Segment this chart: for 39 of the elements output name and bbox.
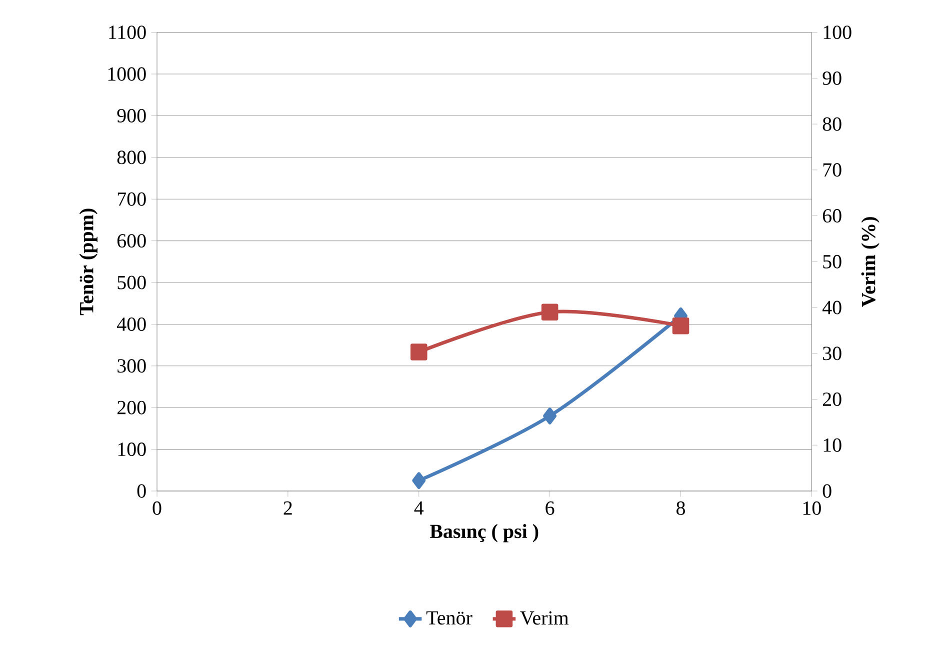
y-tick-label: 400 xyxy=(117,317,146,331)
y2-tick-label: 30 xyxy=(823,346,842,360)
point xyxy=(672,317,690,334)
point xyxy=(412,472,426,489)
x-tick-label: 6 xyxy=(546,501,554,515)
x-tick-label: 0 xyxy=(152,501,162,515)
y-tick-label: 200 xyxy=(117,400,146,414)
x-tick-label: 10 xyxy=(803,501,821,515)
y-tick-label: 700 xyxy=(118,192,146,206)
y2-tick-label: 90 xyxy=(822,71,842,85)
y-tick-label: 900 xyxy=(117,108,146,122)
y-tick-label: 1100 xyxy=(109,26,146,40)
y2-tick-label: 60 xyxy=(822,209,842,223)
y-tick-label: 800 xyxy=(117,150,146,164)
point xyxy=(541,304,558,321)
y-tick-label: 600 xyxy=(117,234,146,248)
x-tick-label: 2 xyxy=(284,501,292,515)
y-axis-title: Tenör (ppm) xyxy=(79,208,98,316)
x-axis-title: Basınç ( psi ) xyxy=(430,524,538,542)
y2-tick-label: 80 xyxy=(822,117,842,131)
y2-tick-label: 100 xyxy=(824,26,852,40)
point xyxy=(410,344,428,360)
legend-label: Verim xyxy=(520,611,569,625)
x-tick-label: 8 xyxy=(676,501,685,515)
y2-tick-label: 0 xyxy=(822,484,832,498)
y-tick-label: 500 xyxy=(118,276,146,290)
y2-tick-label: 20 xyxy=(822,392,842,406)
y-tick-label: 100 xyxy=(118,442,146,456)
legend-label: Tenör xyxy=(426,611,472,625)
y2-axis-title: Verim (%) xyxy=(861,217,880,307)
y2-tick-label: 50 xyxy=(823,254,842,268)
y-tick-label: 0 xyxy=(137,484,146,498)
x-tick-label: 4 xyxy=(414,501,424,515)
y2-tick-label: 70 xyxy=(823,163,842,177)
y-tick-label: 1000 xyxy=(108,67,146,81)
y-tick-label: 300 xyxy=(118,359,146,373)
point xyxy=(543,408,557,424)
y2-tick-label: 40 xyxy=(822,300,842,314)
y2-tick-label: 10 xyxy=(824,438,842,452)
